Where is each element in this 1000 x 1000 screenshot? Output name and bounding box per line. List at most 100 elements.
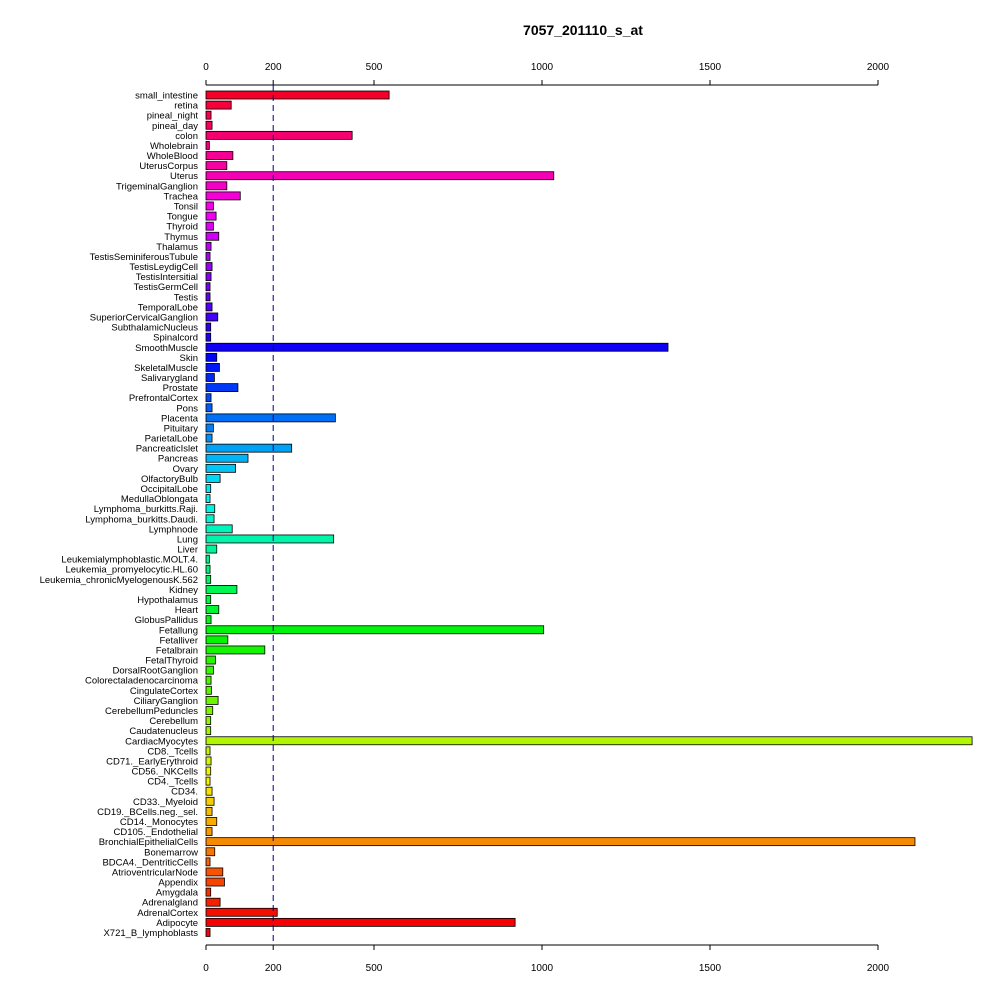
bar xyxy=(205,302,213,312)
category-label: Fetalliver xyxy=(159,635,198,646)
bar xyxy=(205,484,212,493)
category-label: FetalThyroid xyxy=(145,656,198,667)
bar xyxy=(205,625,545,635)
category-label: Adrenalgland xyxy=(142,898,198,909)
bottom-axis-tick-label: 0 xyxy=(203,963,209,974)
category-label: Pons xyxy=(176,403,198,414)
bar xyxy=(205,554,210,564)
bar xyxy=(205,585,238,594)
bar xyxy=(205,726,212,736)
category-label: Caudatenucleus xyxy=(129,726,198,737)
bottom-axis-tick-label: 500 xyxy=(366,963,383,974)
bar xyxy=(205,423,214,433)
category-label: MedullaOblongata xyxy=(121,494,199,505)
category-label: CD4._Tcells xyxy=(147,777,198,788)
bar xyxy=(205,504,216,514)
category-label: Amygdala xyxy=(156,888,199,899)
category-label: Trachea xyxy=(164,191,199,202)
category-label: Pituitary xyxy=(164,423,199,434)
bar xyxy=(205,363,220,372)
bar xyxy=(205,443,293,453)
category-label: CD14._Monocytes xyxy=(120,817,198,828)
category-label: CingulateCortex xyxy=(130,686,198,697)
bar xyxy=(205,332,212,342)
bar xyxy=(205,433,213,443)
top-axis: 0 200 500 1000 1500 2000 xyxy=(203,62,890,86)
category-label: Placenta xyxy=(161,413,199,424)
bar xyxy=(205,685,212,695)
bar xyxy=(205,776,211,786)
bar xyxy=(205,494,211,504)
category-label: Ovary xyxy=(173,464,199,475)
category-label: Bonemarrow xyxy=(144,847,198,858)
bar xyxy=(205,474,221,483)
bar xyxy=(205,675,212,685)
bar xyxy=(205,181,228,191)
bar xyxy=(205,665,214,675)
category-label: Spinalcord xyxy=(153,333,198,344)
bottom-axis-tick-label: 200 xyxy=(265,963,282,974)
bar xyxy=(205,373,215,382)
bar xyxy=(205,887,212,897)
category-label: Skin xyxy=(180,353,198,364)
category-label: Tonsil xyxy=(174,201,198,212)
category-label: SuperiorCervicalGanglion xyxy=(90,312,198,323)
category-label: CD8._Tcells xyxy=(147,746,198,757)
category-label: Wholebrain xyxy=(150,141,198,152)
category-label: Lymphnode xyxy=(149,524,198,535)
bar xyxy=(205,564,211,574)
category-label: WholeBlood xyxy=(147,151,198,162)
category-label: retina xyxy=(174,101,198,112)
bar xyxy=(205,877,225,887)
category-label: TestisSeminiferousTubule xyxy=(90,252,198,263)
bar xyxy=(205,262,213,271)
bottom-axis-tick-label: 2000 xyxy=(867,963,890,974)
bar xyxy=(205,211,217,221)
category-label: SubthalamicNucleus xyxy=(111,323,198,334)
category-label: Leukemia_promyelocytic.HL.60 xyxy=(65,565,198,576)
category-label: Fetallung xyxy=(159,625,198,636)
category-label: Leukemialymphoblastic.MOLT.4. xyxy=(61,555,198,566)
category-label: Fetalbrain xyxy=(156,645,198,656)
category-label: Appendix xyxy=(158,878,198,889)
category-label: Pancreas xyxy=(158,454,198,465)
top-axis-tick-label: 500 xyxy=(366,62,383,73)
category-label: AdrenalCortex xyxy=(137,908,198,919)
bar xyxy=(205,907,278,917)
bar xyxy=(205,90,390,100)
bottom-axis-tick-label: 1500 xyxy=(699,963,722,974)
category-label: ParietalLobe xyxy=(145,434,198,445)
category-label: CardiacMyocytes xyxy=(125,736,198,747)
bar xyxy=(205,171,555,181)
category-label: Tongue xyxy=(167,212,198,223)
category-label: Lymphoma_burkitts.Raji. xyxy=(94,504,198,515)
category-label: colon xyxy=(175,131,198,142)
bar xyxy=(205,282,211,292)
bar xyxy=(205,141,210,150)
bar xyxy=(205,766,212,776)
category-label: BronchialEpithelialCells xyxy=(99,837,199,848)
bar xyxy=(205,322,212,332)
category-label: Thyroid xyxy=(166,222,198,233)
bottom-axis-tick-label: 1000 xyxy=(531,963,554,974)
bar xyxy=(205,130,353,140)
bar xyxy=(205,272,212,282)
category-label: UterusCorpus xyxy=(139,161,198,172)
bar xyxy=(205,151,234,160)
bar xyxy=(205,796,215,806)
bar xyxy=(205,827,213,836)
category-label: Kidney xyxy=(169,585,198,596)
category-label: OlfactoryBulb xyxy=(141,474,198,485)
bar xyxy=(205,191,241,201)
bar xyxy=(205,595,212,604)
bar xyxy=(205,928,211,937)
bar xyxy=(205,847,216,857)
category-label: Lymphoma_burkitts.Daudi. xyxy=(85,514,198,525)
bar xyxy=(205,534,335,544)
bar xyxy=(205,393,212,403)
category-label: Hypothalamus xyxy=(137,595,198,606)
bar xyxy=(205,736,973,746)
category-label: Prostate xyxy=(163,383,198,394)
bar xyxy=(205,403,213,413)
